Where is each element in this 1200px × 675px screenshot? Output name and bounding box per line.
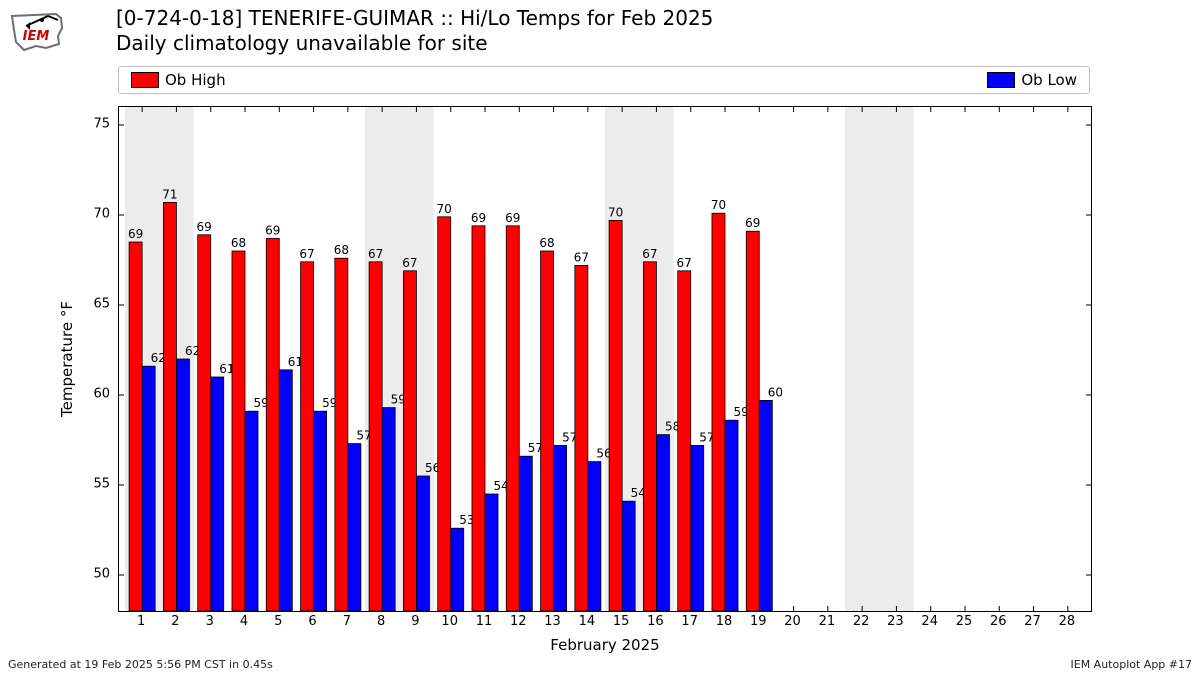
x-tick-label: 24 (921, 614, 938, 629)
svg-text:60: 60 (768, 385, 783, 399)
svg-text:68: 68 (334, 243, 349, 257)
x-tick-label: 6 (308, 614, 316, 629)
svg-text:69: 69 (745, 216, 760, 230)
x-tick-label: 26 (990, 614, 1007, 629)
x-tick-label: 27 (1024, 614, 1041, 629)
x-tick-label: 5 (274, 614, 282, 629)
svg-text:67: 67 (574, 250, 589, 264)
x-tick-label: 12 (510, 614, 527, 629)
x-axis-ticks: 1234567891011121314151617181920212223242… (118, 614, 1092, 634)
svg-text:68: 68 (539, 236, 554, 250)
x-tick-label: 28 (1059, 614, 1076, 629)
x-tick-label: 22 (853, 614, 870, 629)
svg-text:69: 69 (471, 211, 486, 225)
x-tick-label: 11 (476, 614, 493, 629)
x-tick-label: 19 (750, 614, 767, 629)
legend-swatch-low (987, 72, 1015, 88)
chart-title: [0-724-0-18] TENERIFE-GUIMAR :: Hi/Lo Te… (116, 6, 713, 56)
x-tick-label: 16 (647, 614, 664, 629)
legend-item-low: Ob Low (987, 71, 1077, 89)
x-tick-label: 23 (887, 614, 904, 629)
x-tick-label: 2 (171, 614, 179, 629)
legend-swatch-high (131, 72, 159, 88)
svg-text:67: 67 (677, 256, 692, 270)
x-axis-label: February 2025 (118, 636, 1092, 654)
title-line-1: [0-724-0-18] TENERIFE-GUIMAR :: Hi/Lo Te… (116, 6, 713, 31)
legend: Ob High Ob Low (118, 66, 1090, 94)
x-tick-label: 20 (784, 614, 801, 629)
iem-logo: IEM (6, 6, 66, 51)
svg-text:67: 67 (299, 247, 314, 261)
svg-text:70: 70 (437, 202, 452, 216)
x-tick-label: 18 (716, 614, 733, 629)
plot-svg: 6962716269616859696167596857675967567053… (119, 107, 1091, 611)
y-axis-label: Temperature °F (58, 106, 76, 612)
svg-text:70: 70 (608, 205, 623, 219)
x-tick-label: 15 (613, 614, 630, 629)
page: IEM [0-724-0-18] TENERIFE-GUIMAR :: Hi/L… (0, 0, 1200, 675)
x-tick-label: 8 (377, 614, 385, 629)
svg-text:69: 69 (128, 227, 143, 241)
x-tick-label: 17 (681, 614, 698, 629)
title-line-2: Daily climatology unavailable for site (116, 31, 713, 56)
svg-text:67: 67 (642, 247, 657, 261)
y-tick-label: 55 (74, 477, 110, 492)
legend-item-high: Ob High (131, 71, 226, 89)
svg-text:68: 68 (231, 236, 246, 250)
x-tick-label: 13 (544, 614, 561, 629)
x-tick-label: 3 (206, 614, 214, 629)
svg-text:69: 69 (197, 220, 212, 234)
x-tick-label: 14 (579, 614, 596, 629)
legend-label-low: Ob Low (1021, 71, 1077, 89)
x-tick-label: 21 (819, 614, 836, 629)
footer-generated: Generated at 19 Feb 2025 5:56 PM CST in … (8, 658, 273, 671)
y-tick-label: 70 (74, 207, 110, 222)
x-tick-label: 9 (411, 614, 419, 629)
footer-app: IEM Autoplot App #17 (1071, 658, 1193, 671)
x-tick-label: 1 (137, 614, 145, 629)
x-tick-label: 10 (441, 614, 458, 629)
svg-text:69: 69 (265, 223, 280, 237)
svg-text:67: 67 (402, 256, 417, 270)
y-tick-label: 50 (74, 567, 110, 582)
y-axis-ticks: 505560657075 (78, 106, 114, 612)
svg-text:70: 70 (711, 198, 726, 212)
svg-text:69: 69 (505, 211, 520, 225)
y-tick-label: 75 (74, 117, 110, 132)
logo-text: IEM (23, 29, 50, 44)
y-tick-label: 65 (74, 297, 110, 312)
legend-label-high: Ob High (165, 71, 226, 89)
x-tick-label: 4 (240, 614, 248, 629)
svg-text:67: 67 (368, 247, 383, 261)
plot-area: 6962716269616859696167596857675967567053… (118, 106, 1092, 612)
svg-text:71: 71 (162, 187, 177, 201)
y-tick-label: 60 (74, 387, 110, 402)
x-tick-label: 7 (343, 614, 351, 629)
x-tick-label: 25 (956, 614, 973, 629)
